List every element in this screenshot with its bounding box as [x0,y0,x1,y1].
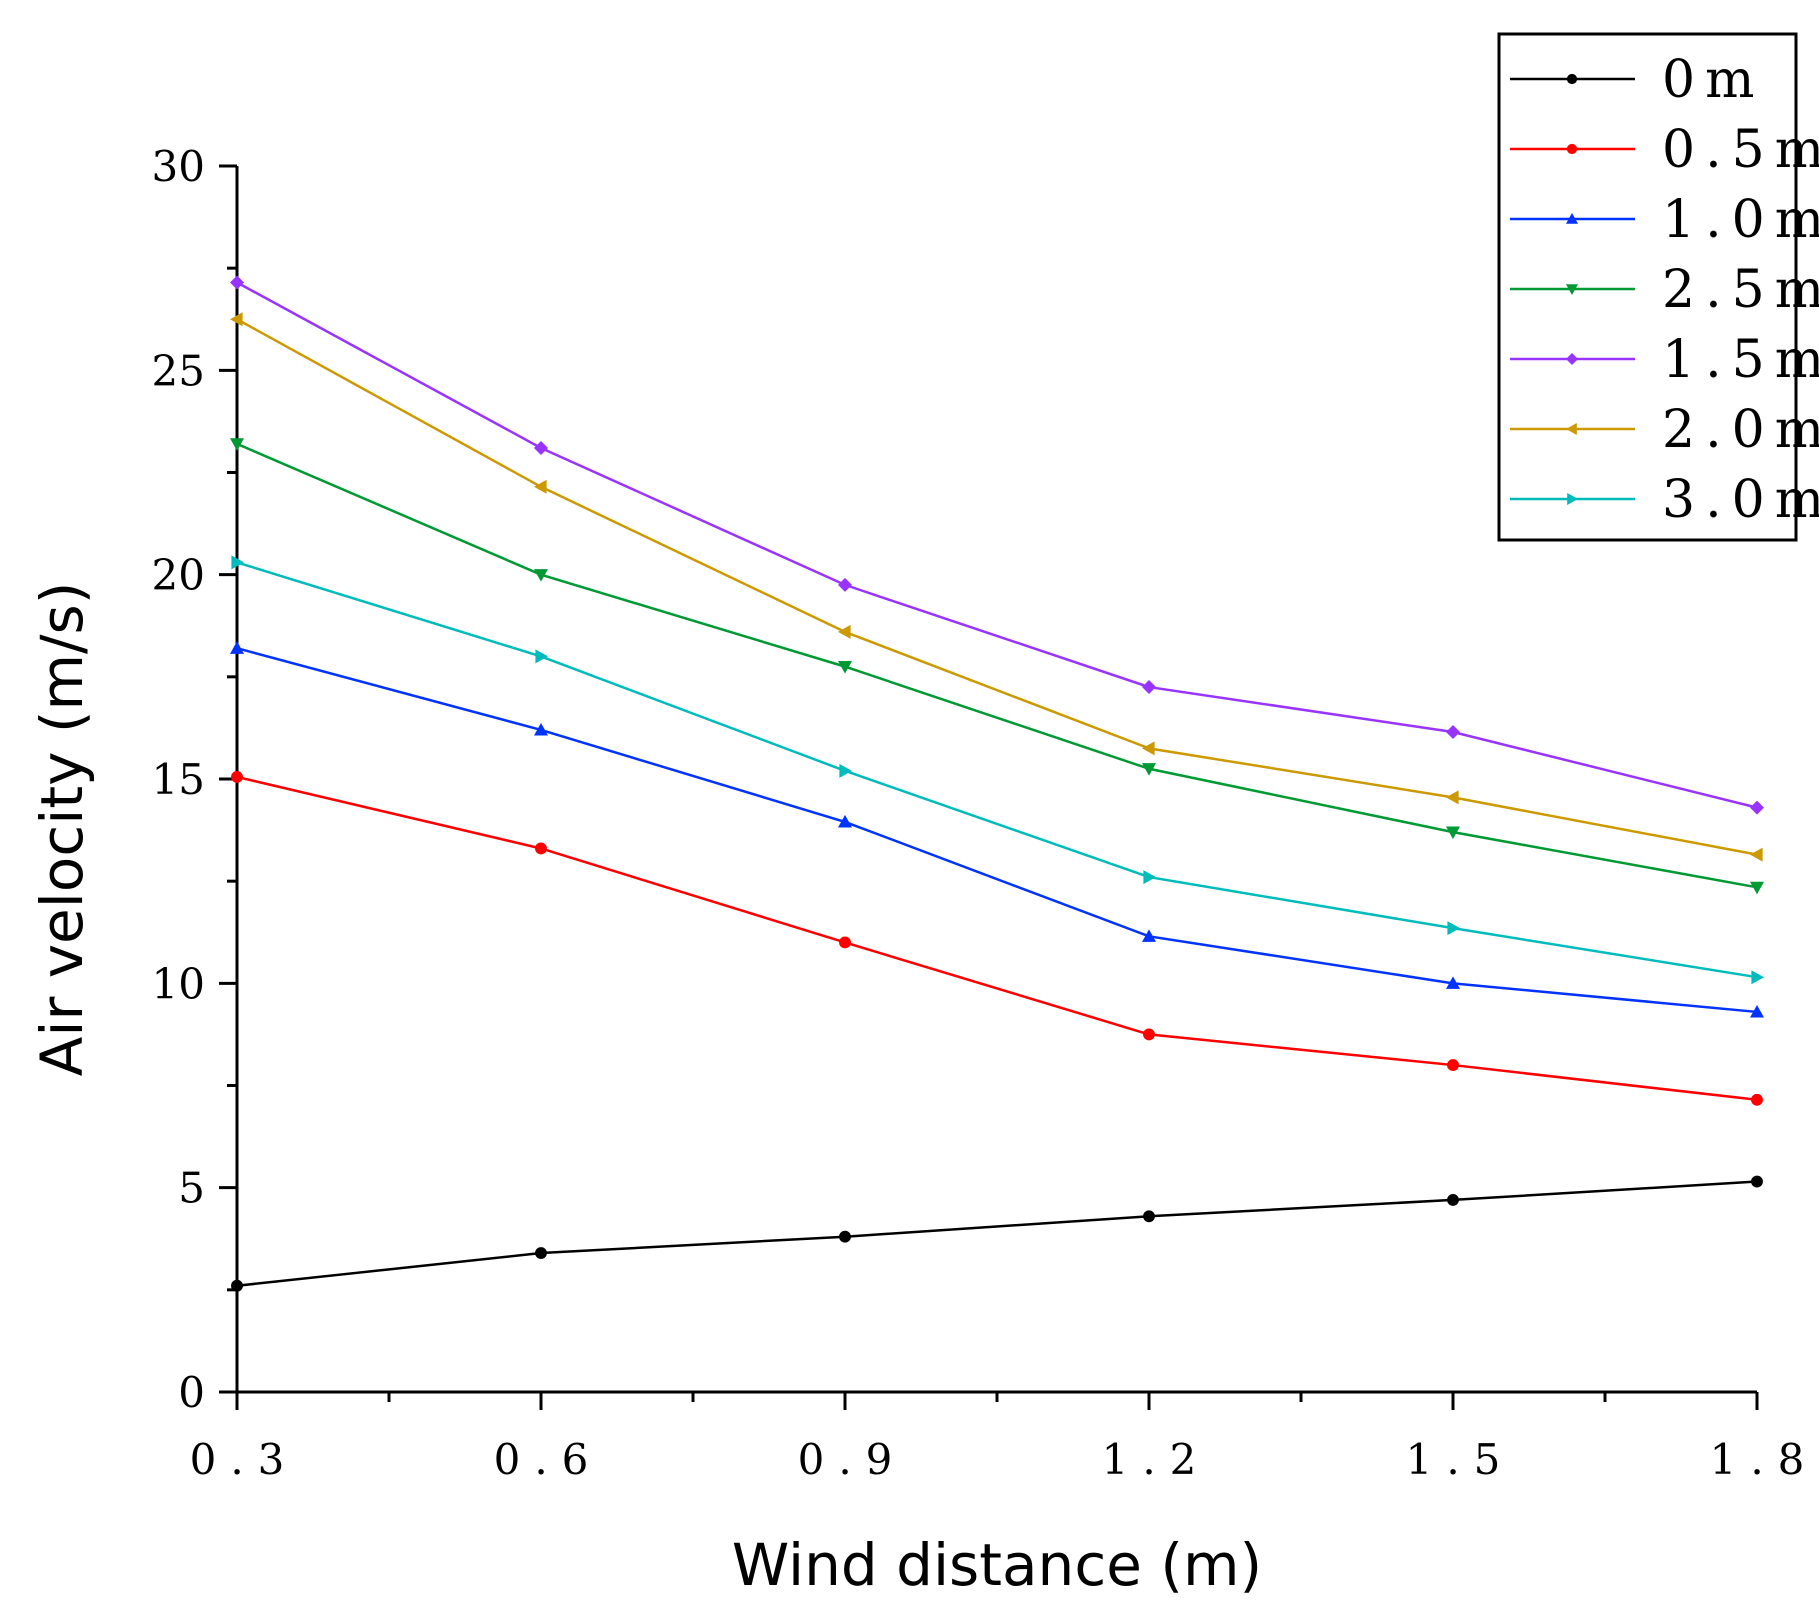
x-tick-label: 1.5 [1406,1435,1515,1484]
data-point [1751,1093,1763,1106]
legend-entry: 2.0m [1510,400,1819,460]
data-point [1751,970,1764,985]
data-point [839,763,852,778]
legend-marker [1566,353,1578,365]
data-point [230,641,244,654]
legend-label: 3.0m [1662,470,1819,530]
series-line [236,442,1758,889]
legend-label: 2.0m [1662,400,1819,460]
data-point [534,722,548,736]
legend-marker [1566,213,1578,224]
series-line [236,561,1758,979]
series-3-0m [231,555,1764,985]
data-point [838,814,852,828]
data-point [1446,826,1460,840]
data-point [230,438,244,451]
legend-box [1497,32,1798,542]
x-tick-label: 0.3 [190,1435,299,1484]
data-point [534,479,547,494]
data-point [230,275,244,290]
data-point [838,577,852,592]
legend-label: 0m [1662,50,1764,110]
data-point [1446,976,1460,989]
legend-entry: 1.0m [1510,190,1819,250]
data-point [1142,680,1156,695]
data-point [1750,1004,1764,1018]
legend-entry: 0m [1510,50,1764,110]
x-axis-title: Wind distance (m) [732,1531,1262,1599]
data-point [1143,1210,1155,1223]
axes: 0 5 10 15 20 25 30 0.3 0.6 0.9 1.2 1.5 1.8 [152,142,1819,1484]
series-1-0m [230,641,1764,1018]
data-point [1142,763,1156,776]
data-point [1447,1193,1459,1206]
x-tick-label: 1.8 [1710,1435,1819,1484]
legend-label: 1.5m [1662,330,1819,390]
data-point [838,624,851,639]
data-point [230,312,243,327]
y-tick-label: 10 [152,959,205,1008]
data-point [1143,870,1156,885]
series-line [236,647,1758,1014]
data-point [535,842,547,855]
legend-marker [1566,143,1578,155]
legend-entry: 3.0m [1510,470,1819,530]
series-1-5m [230,275,1764,815]
legend-entry: 0.5m [1510,120,1819,180]
data-point [1142,929,1156,942]
data-point [1447,1059,1459,1072]
data-point [839,1230,851,1243]
data-point [1143,1028,1155,1041]
data-point [534,569,548,582]
series-line [236,281,1758,809]
series-2-5m [230,438,1764,895]
legend-marker [1567,493,1578,505]
data-point [1750,881,1764,895]
legend: 0m 0.5m 1.0m 2.5m 1.5m 2.0m 3.0m [1497,32,1819,542]
data-point [1142,741,1155,756]
legend-marker [1566,284,1578,295]
y-tick-label: 25 [152,346,205,395]
data-point [1750,800,1764,815]
data-point [231,555,244,570]
data-point [534,440,548,455]
data-point [1446,790,1459,805]
data-point [1750,847,1763,862]
data-point [1446,725,1460,740]
x-tick-label: 0.6 [494,1435,603,1484]
series-layer [230,275,1764,1292]
y-tick-label: 5 [178,1164,205,1213]
series-line [236,775,1758,1102]
x-tick-label: 1.2 [1102,1435,1211,1484]
y-tick-label: 20 [152,551,205,600]
data-point [839,936,851,949]
y-tick-label: 0 [178,1368,205,1417]
data-point [838,661,852,674]
legend-marker [1566,73,1578,85]
data-point [231,771,243,783]
series-0m [231,1175,1763,1292]
series-line [236,318,1758,856]
data-point [231,1279,243,1292]
data-point [535,1247,547,1260]
legend-marker [1566,423,1577,435]
legend-label: 1.0m [1662,190,1819,250]
x-tick-label: 0.9 [798,1435,907,1484]
series-line [236,1180,1758,1287]
data-point [1751,1175,1763,1188]
y-tick-label: 15 [152,755,205,804]
series-2-0m [230,312,1763,862]
data-point [535,649,548,664]
series-0-5m [231,771,1763,1106]
y-axis-title: Air velocity (m/s) [28,582,96,1077]
legend-entry: 2.5m [1510,260,1819,320]
y-tick-label: 30 [152,142,205,191]
data-point [1447,921,1460,936]
legend-label: 2.5m [1662,260,1819,320]
legend-label: 0.5m [1662,120,1819,180]
legend-entry: 1.5m [1510,330,1819,390]
